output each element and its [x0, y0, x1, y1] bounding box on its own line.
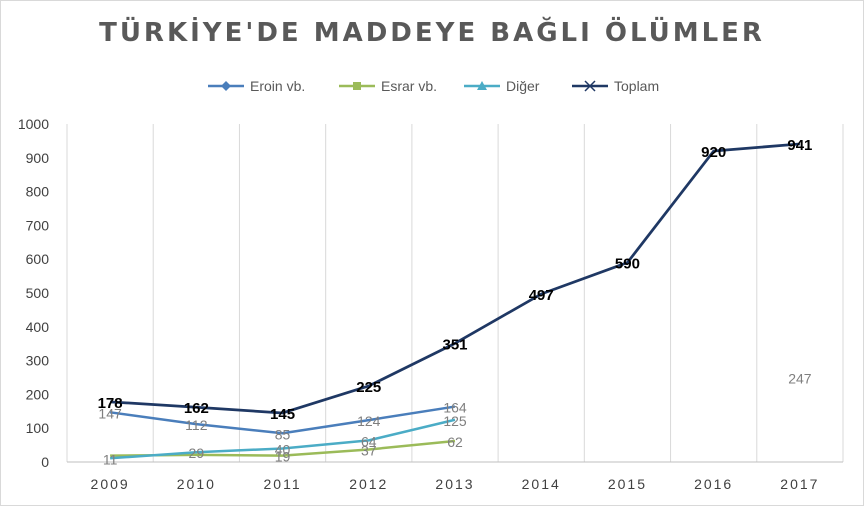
y-tick-label: 700 — [26, 217, 50, 233]
data-label: 112 — [185, 417, 208, 433]
y-tick-label: 1000 — [18, 116, 49, 132]
data-label: 19 — [275, 449, 291, 465]
data-label: 225 — [356, 379, 381, 396]
data-label: 941 — [787, 137, 812, 154]
annotation-label: 247 — [788, 371, 812, 387]
data-label: 164 — [443, 400, 467, 416]
series-line-eroin-vb — [109, 405, 456, 435]
x-tick-label: 2011 — [264, 476, 302, 492]
x-tick-label: 2012 — [349, 476, 388, 492]
x-tick-label: 2013 — [435, 476, 474, 492]
legend-label: Eroin vb. — [250, 78, 305, 94]
data-label: 64 — [361, 433, 377, 449]
y-tick-label: 800 — [26, 184, 50, 200]
data-label: 590 — [615, 256, 640, 273]
y-tick-label: 400 — [26, 319, 50, 335]
legend-label: Toplam — [614, 78, 659, 94]
x-tick-label: 2014 — [522, 476, 561, 492]
data-label: 178 — [98, 395, 123, 412]
series-line-toplam — [110, 142, 801, 415]
x-tick-label: 2015 — [608, 476, 647, 492]
data-label: 85 — [275, 426, 291, 442]
data-label: 37 — [361, 442, 377, 458]
data-label: 29 — [189, 445, 205, 461]
data-label: 351 — [442, 336, 467, 353]
x-tick-label: 2016 — [694, 476, 733, 492]
y-tick-label: 200 — [26, 386, 50, 402]
series-line-diğer — [110, 418, 456, 460]
y-tick-label: 500 — [26, 285, 50, 301]
data-label: 497 — [529, 287, 554, 304]
legend-marker — [353, 82, 361, 90]
data-label: 40 — [275, 441, 291, 457]
data-label: 124 — [357, 413, 381, 429]
y-tick-label: 900 — [26, 150, 50, 166]
legend-marker — [221, 81, 231, 91]
x-tick-label: 2017 — [780, 476, 819, 492]
legend-marker — [477, 81, 487, 90]
legend-label: Diğer — [506, 78, 540, 94]
data-label: 125 — [443, 413, 467, 429]
y-tick-label: 600 — [26, 251, 50, 267]
legend-marker — [584, 80, 596, 92]
data-label: 147 — [98, 405, 122, 421]
chart-title: TÜRKİYE'DE MADDEYE BAĞLI ÖLÜMLER — [99, 18, 765, 48]
x-tick-label: 2009 — [91, 476, 130, 492]
data-label: 920 — [701, 144, 726, 161]
data-label: 162 — [184, 400, 209, 417]
data-label: 145 — [270, 406, 295, 423]
data-label: 11 — [103, 451, 118, 467]
legend-label: Esrar vb. — [381, 78, 437, 94]
y-tick-label: 300 — [26, 353, 50, 369]
data-label: 62 — [447, 434, 463, 450]
y-tick-label: 100 — [26, 420, 50, 436]
x-tick-label: 2010 — [177, 476, 216, 492]
y-tick-label: 0 — [41, 454, 49, 470]
